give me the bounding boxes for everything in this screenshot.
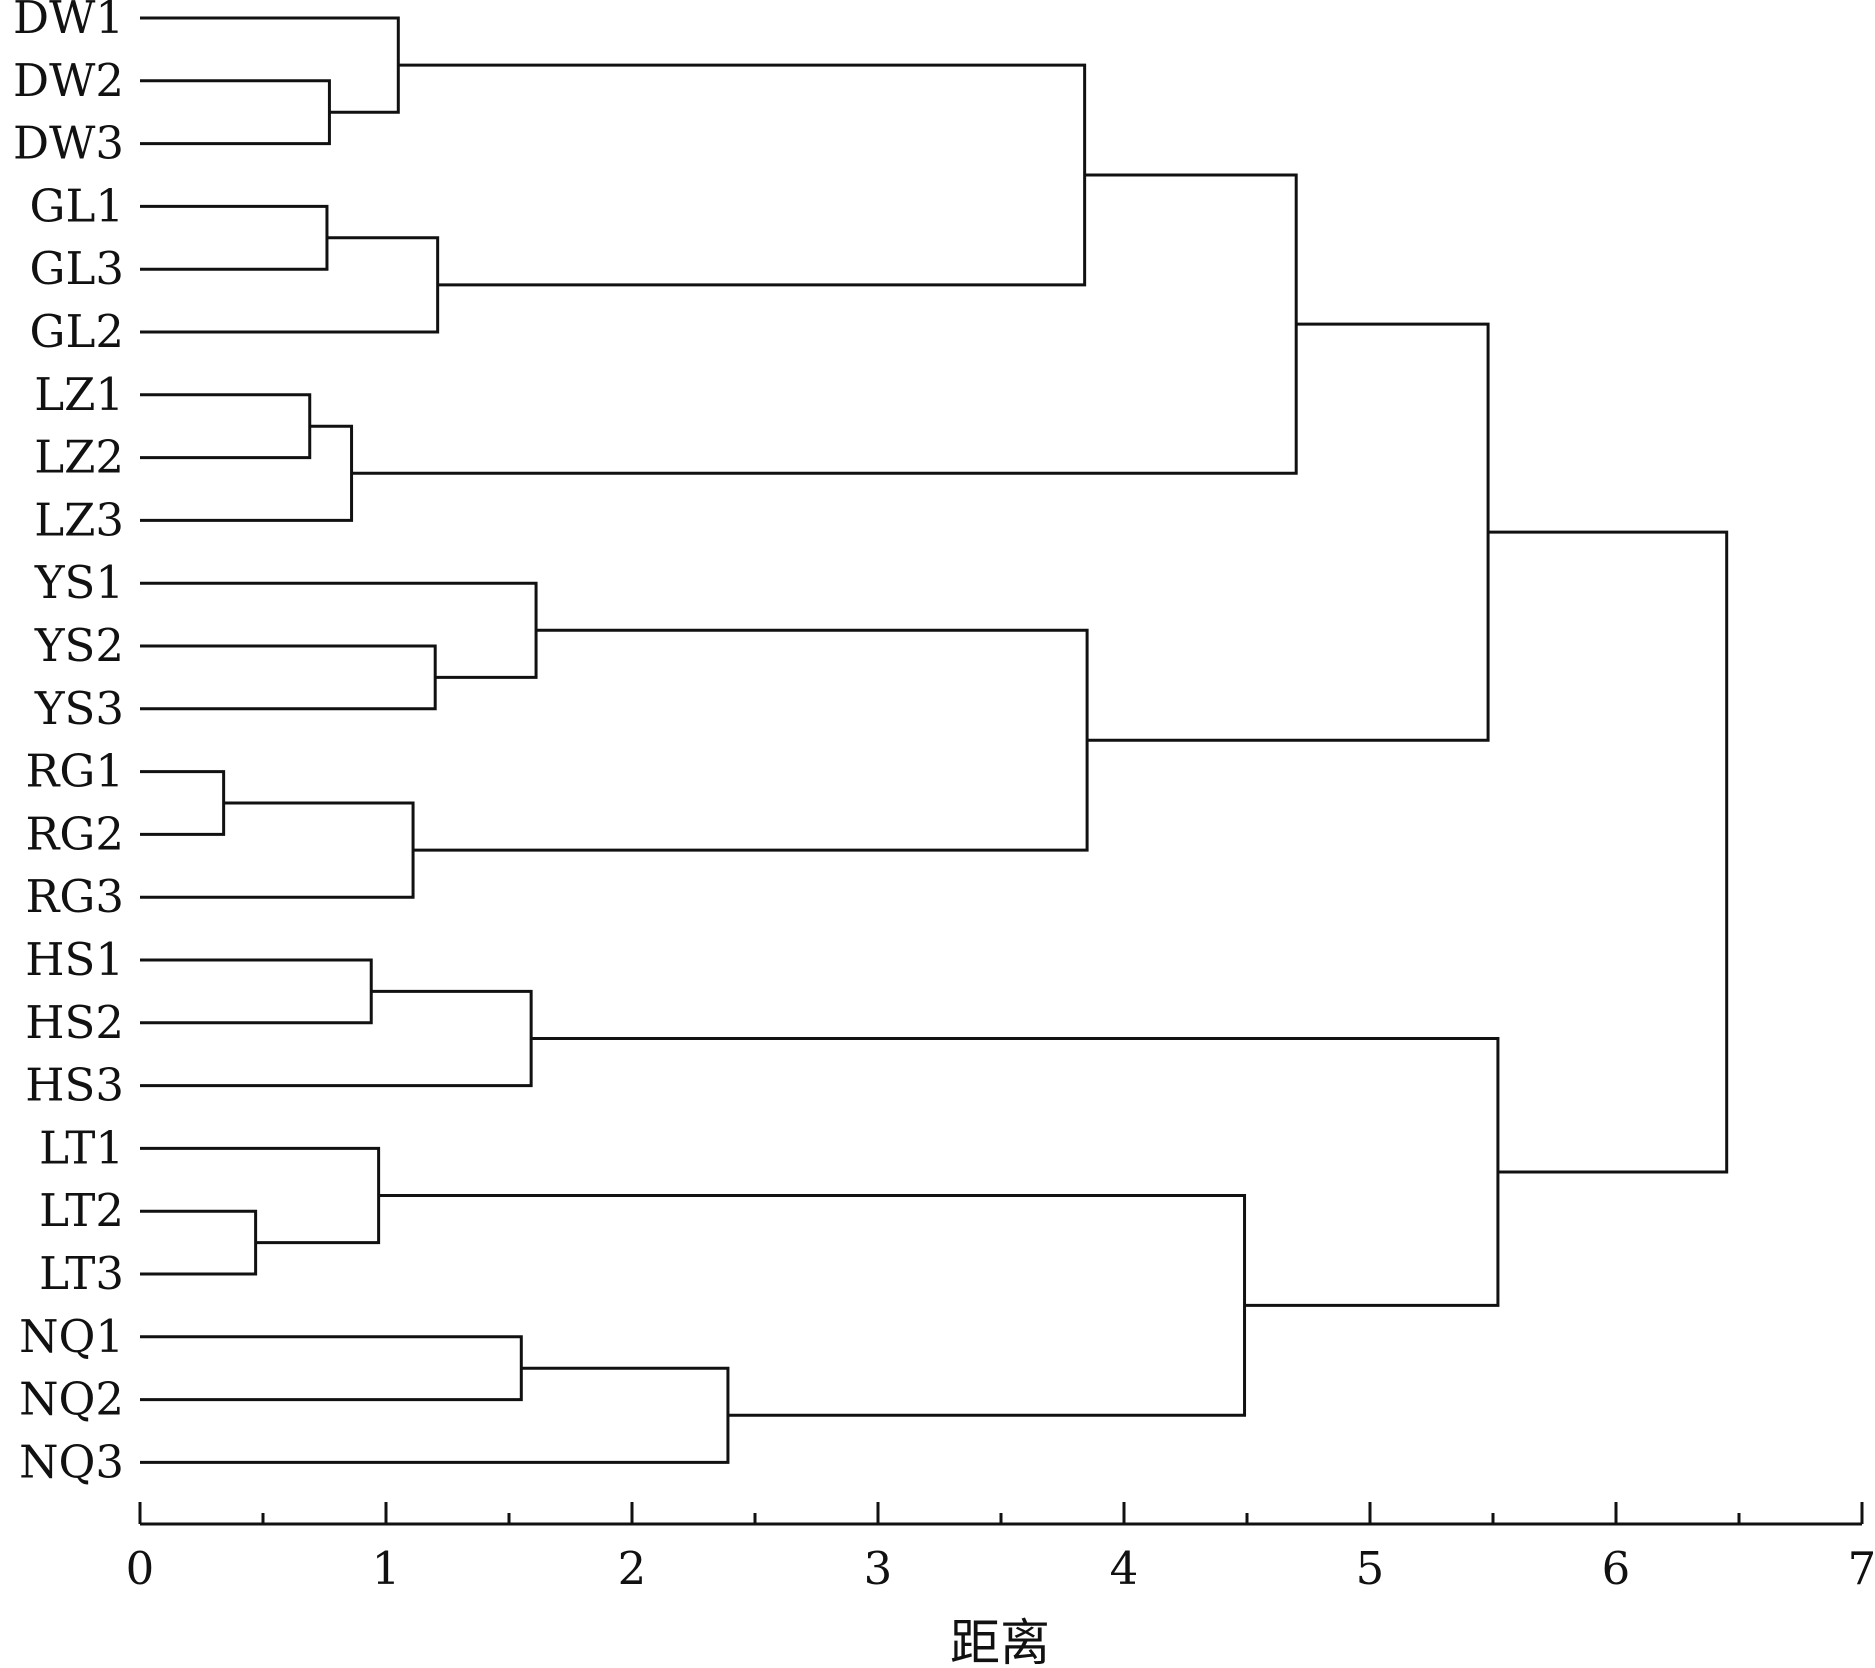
leaf-label-dw3: DW3: [13, 117, 124, 170]
leaf-labels: DW1 DW2 DW3 GL1 GL3 GL2 LZ1 LZ2 LZ3 YS1 YS2 YS3 RG1 R…: [13, 0, 124, 1488]
link-m12: [140, 236, 440, 334]
leaf-label-hs2: HS2: [25, 996, 124, 1049]
link-m4: [140, 204, 329, 271]
x-axis: 0 1 2 3 4 5 6 7: [126, 1502, 1875, 1595]
leaf-label-lt1: LT1: [39, 1121, 124, 1174]
link-m10: [140, 801, 415, 899]
link-m22: [531, 1037, 1500, 1307]
x-tick-label: 3: [864, 1542, 893, 1595]
link-m19: [378, 1194, 1247, 1417]
leaf-label-gl1: GL1: [30, 179, 124, 232]
leaf-label-rg3: RG3: [26, 870, 124, 923]
link-m13: [140, 1335, 523, 1402]
x-tick-label: 6: [1602, 1542, 1631, 1595]
link-m11: [140, 644, 437, 711]
leaf-label-lt2: LT2: [39, 1184, 124, 1237]
link-m7: [140, 958, 373, 1025]
leaf-label-nq2: NQ2: [19, 1373, 124, 1426]
x-tick-label: 2: [618, 1542, 647, 1595]
link-m3: [140, 393, 312, 460]
leaf-label-lz3: LZ3: [34, 493, 124, 546]
leaf-label-ys3: YS3: [34, 682, 124, 735]
leaf-label-gl3: GL3: [30, 242, 124, 295]
leaf-label-lz1: LZ1: [34, 368, 124, 421]
leaf-label-lt3: LT3: [39, 1247, 124, 1300]
leaf-label-ys1: YS1: [34, 556, 124, 609]
link-m5: [140, 79, 331, 146]
link-m20: [351, 173, 1298, 475]
link-m15: [140, 581, 538, 679]
link-m9: [140, 16, 400, 114]
link-m6: [140, 424, 354, 522]
link-m8: [140, 1146, 381, 1245]
link-m21: [1087, 322, 1490, 742]
x-tick-label: 7: [1848, 1542, 1875, 1595]
leaf-label-dw2: DW2: [13, 54, 124, 107]
dendrogram-links: [140, 16, 1729, 1464]
link-m17: [398, 63, 1087, 287]
leaf-label-lz2: LZ2: [34, 431, 124, 484]
x-tick-label: 5: [1356, 1542, 1385, 1595]
leaf-label-hs3: HS3: [25, 1059, 124, 1112]
x-tick-label: 4: [1110, 1542, 1139, 1595]
leaf-label-rg1: RG1: [26, 745, 124, 798]
link-m23: [1488, 530, 1729, 1174]
link-m18: [413, 628, 1089, 852]
leaf-label-dw1: DW1: [13, 0, 124, 44]
leaf-label-gl2: GL2: [30, 305, 124, 358]
link-m16: [140, 1366, 730, 1464]
leaf-label-rg2: RG2: [26, 807, 124, 860]
x-tick-label: 0: [126, 1542, 155, 1595]
x-tick-label: 1: [372, 1542, 401, 1595]
link-m14: [140, 989, 533, 1088]
leaf-label-nq3: NQ3: [19, 1435, 124, 1488]
link-m1: [140, 770, 226, 836]
leaf-label-hs1: HS1: [25, 933, 124, 986]
x-axis-title: 距离: [950, 1614, 1050, 1668]
link-m2: [140, 1209, 258, 1276]
leaf-label-nq1: NQ1: [19, 1310, 124, 1363]
leaf-label-ys2: YS2: [34, 619, 124, 672]
